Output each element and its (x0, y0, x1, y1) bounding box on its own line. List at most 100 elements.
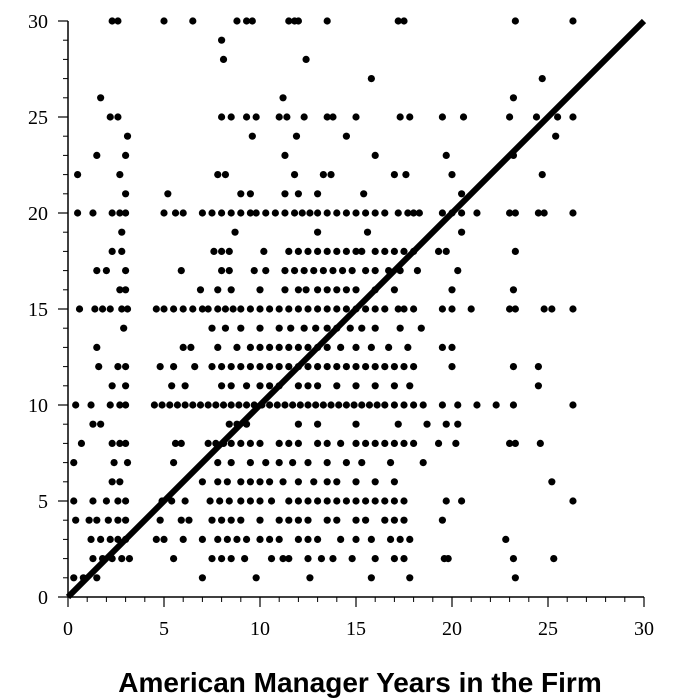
point (123, 305, 132, 313)
point (438, 209, 446, 217)
point (304, 459, 312, 467)
point (181, 382, 189, 390)
point (390, 286, 398, 294)
point (256, 324, 264, 332)
point (198, 305, 206, 313)
point (108, 382, 116, 390)
point (219, 55, 228, 64)
point (394, 420, 402, 428)
point (390, 478, 398, 486)
point (352, 113, 360, 121)
point (281, 267, 289, 275)
point (400, 247, 408, 255)
point (323, 516, 331, 524)
point (337, 535, 345, 544)
point (114, 516, 122, 524)
point (314, 420, 322, 428)
y-tick-label: 10 (28, 395, 48, 417)
point (342, 363, 350, 371)
point (281, 151, 289, 159)
point (381, 209, 389, 217)
point (118, 247, 126, 255)
point (266, 478, 274, 486)
point (218, 516, 226, 524)
point (438, 113, 446, 121)
point (335, 401, 343, 409)
point (386, 459, 395, 467)
point (208, 209, 216, 217)
point (275, 305, 283, 313)
point (362, 305, 370, 313)
point (246, 343, 254, 351)
point (262, 209, 270, 217)
point (381, 401, 389, 409)
point (225, 267, 233, 275)
point (371, 324, 379, 332)
point (252, 113, 260, 121)
point (294, 343, 302, 351)
point (294, 535, 302, 544)
x-tick-label: 30 (634, 618, 654, 640)
point (323, 305, 331, 313)
point (160, 305, 168, 313)
point (225, 497, 233, 505)
point (569, 209, 577, 217)
point (242, 17, 251, 25)
point (442, 420, 450, 428)
point (381, 247, 389, 255)
point (371, 305, 379, 313)
point (72, 516, 80, 524)
point (118, 555, 126, 563)
point (256, 343, 264, 351)
point (323, 209, 331, 217)
point (285, 305, 293, 313)
point (114, 363, 122, 371)
point (329, 555, 337, 563)
point (266, 382, 274, 390)
point (342, 497, 350, 505)
point (434, 247, 443, 255)
point (106, 305, 114, 313)
point (367, 574, 375, 582)
point (248, 17, 256, 25)
point (290, 267, 299, 275)
point (554, 113, 562, 121)
point (473, 209, 481, 217)
point (300, 267, 308, 275)
point (252, 574, 260, 582)
point (285, 497, 293, 505)
point (106, 535, 114, 544)
point (294, 382, 302, 390)
point (506, 439, 514, 447)
point (410, 209, 418, 217)
point (348, 267, 356, 275)
point (177, 516, 185, 524)
point (323, 343, 331, 351)
point (454, 420, 462, 428)
point (266, 343, 274, 351)
point (362, 363, 370, 371)
point (337, 439, 345, 447)
point (337, 343, 345, 351)
point (442, 151, 450, 159)
point (413, 267, 422, 275)
point (371, 267, 379, 275)
point (281, 401, 289, 409)
point (381, 305, 389, 313)
point (218, 209, 226, 217)
point (300, 324, 308, 332)
point (218, 247, 226, 255)
point (89, 209, 97, 217)
point (181, 497, 189, 505)
point (285, 247, 293, 255)
point (287, 324, 295, 332)
point (237, 324, 245, 332)
point (260, 247, 268, 255)
point (70, 574, 78, 582)
point (156, 363, 164, 371)
point (214, 171, 222, 179)
point (256, 439, 264, 447)
point (417, 324, 425, 332)
point (454, 401, 462, 409)
point (225, 247, 233, 255)
